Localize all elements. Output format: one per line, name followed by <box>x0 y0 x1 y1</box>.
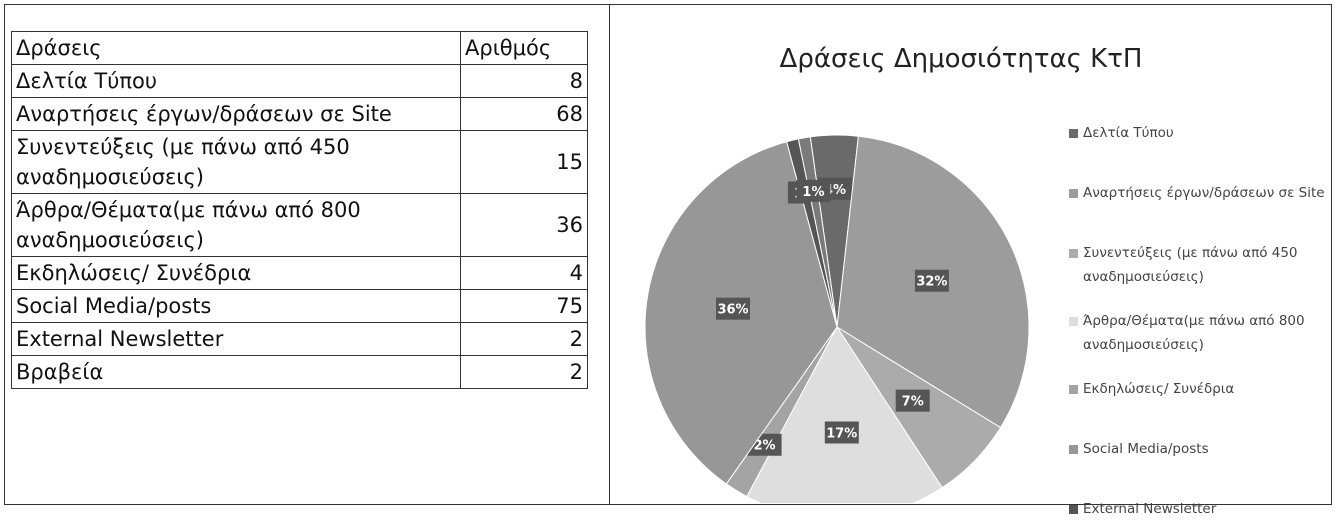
table-cell: Εκδηλώσεις/ Συνέδρια <box>11 256 461 290</box>
legend-label: Άρθρα/Θέματα(με πάνω από 800 αναδημοσιεύ… <box>1083 313 1305 353</box>
header-row: Δράσεις Αριθμός <box>11 31 588 65</box>
document: Δράσεις Αριθμός Δελτία Τύπου 8 Αναρτήσεις έρ… <box>4 4 1332 517</box>
legend-entry: Αναρτήσεις έργων/δράσεων σε Site <box>1067 181 1328 205</box>
pie-slice <box>746 326 943 503</box>
data-label-bg <box>716 297 751 320</box>
legend-label: Δελτία Τύπου <box>1083 125 1174 141</box>
table-cell: 8 <box>460 64 588 98</box>
legend-swatch <box>1069 445 1078 454</box>
legend-label: Social Media/posts <box>1083 441 1209 457</box>
chart-title: Δράσεις Δημοσιότητας ΚτΠ <box>780 44 1143 74</box>
data-label-bg <box>895 389 930 412</box>
table-cell: Συνεντεύξεις (με πάνω από 450 αναδημοσιε… <box>11 130 461 194</box>
legend-swatch <box>1069 249 1078 258</box>
legend-label: Αναρτήσεις έργων/δράσεων σε Site <box>1083 185 1325 201</box>
data-label: 17% <box>826 426 857 441</box>
data-label-bg <box>824 421 859 444</box>
legend-entry: External Newsletter <box>1067 497 1328 521</box>
data-label: 36% <box>717 303 748 318</box>
table-row: Δελτία Τύπου 8 <box>11 64 588 98</box>
data-label: 2% <box>754 439 776 454</box>
header-cell: Δράσεις <box>11 31 461 65</box>
table-cell: 68 <box>460 97 588 131</box>
table-row: External Newsletter 2 <box>11 322 588 356</box>
legend-label: External Newsletter <box>1083 501 1217 517</box>
data-label-bg <box>914 269 949 292</box>
table-cell: Social Media/posts <box>11 289 461 323</box>
table-cell: 75 <box>460 289 588 323</box>
table-cell: 2 <box>460 355 588 389</box>
table-row: Εκδηλώσεις/ Συνέδρια 4 <box>11 256 588 290</box>
legend-label: Εκδηλώσεις/ Συνέδρια <box>1083 381 1235 397</box>
pie: 4%32%7%17%2%36%1%1% <box>644 134 1030 503</box>
legend-swatch <box>1069 505 1078 514</box>
legend-entry: Δελτία Τύπου <box>1067 121 1328 145</box>
table-row: Social Media/posts 75 <box>11 289 588 323</box>
table-cell: Άρθρα/Θέματα(με πάνω από 800 αναδημοσιεύ… <box>11 193 461 257</box>
legend-swatch <box>1069 129 1078 138</box>
table-cell: Αναρτήσεις έργων/δράσεων σε Site <box>11 97 461 131</box>
legend-entry: Social Media/posts <box>1067 437 1328 461</box>
table-cell: 2 <box>460 322 588 356</box>
table-cell: 4 <box>460 256 588 290</box>
legend-swatch <box>1069 317 1078 326</box>
chart: Δράσεις Δημοσιότητας ΚτΠ 4%32%7%17%2%36%… <box>644 44 1143 503</box>
divider <box>609 5 610 504</box>
legend-entry: Άρθρα/Θέματα(με πάνω από 800 αναδημοσιεύ… <box>1067 309 1328 357</box>
table-row: Αναρτήσεις έργων/δράσεων σε Site 68 <box>11 97 588 131</box>
header-cell: Αριθμός <box>460 31 588 65</box>
table-cell: External Newsletter <box>11 322 461 356</box>
table-cell: Βραβεία <box>11 355 461 389</box>
legend-swatch <box>1069 189 1078 198</box>
table-row: Άρθρα/Θέματα(με πάνω από 800 αναδημοσιεύ… <box>11 193 588 257</box>
legend-entry: Συνεντεύξεις (με πάνω από 450 αναδημοσιε… <box>1067 241 1328 289</box>
table-row: Συνεντεύξεις (με πάνω από 450 αναδημοσιε… <box>11 130 588 194</box>
data-label-bg <box>796 179 831 202</box>
data-label: 1% <box>802 185 824 200</box>
table-cell: 15 <box>460 130 588 194</box>
table-cell: Δελτία Τύπου <box>11 64 461 98</box>
legend-entry: Εκδηλώσεις/ Συνέδρια <box>1067 377 1328 401</box>
data-label: 7% <box>902 395 924 410</box>
table-row: Βραβεία 2 <box>11 355 588 389</box>
data-label: 32% <box>916 275 947 290</box>
table-cell: 36 <box>460 193 588 257</box>
table: Δράσεις Αριθμός Δελτία Τύπου 8 Αναρτήσεις έρ… <box>11 31 588 389</box>
legend-swatch <box>1069 385 1078 394</box>
legend-label: Συνεντεύξεις (με πάνω από 450 αναδημοσιε… <box>1083 245 1298 285</box>
